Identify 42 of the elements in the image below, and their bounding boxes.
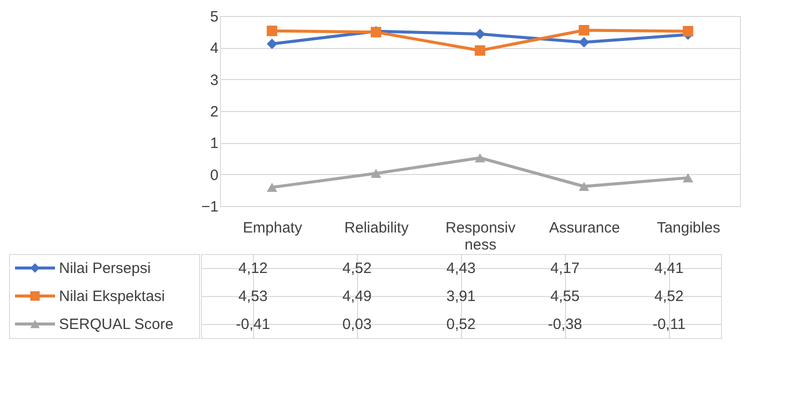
x-tick-label: Reliability bbox=[344, 220, 410, 236]
point bbox=[682, 26, 694, 36]
x-tick-label: Assurance bbox=[549, 220, 620, 236]
data-label: -0,11 bbox=[652, 316, 686, 333]
data-label: 4,12 bbox=[238, 260, 268, 277]
point bbox=[474, 45, 486, 56]
point bbox=[266, 182, 278, 192]
point bbox=[266, 38, 278, 50]
data-label: 4,49 bbox=[342, 288, 372, 305]
y-tick-label: 4 bbox=[210, 40, 218, 58]
data-label: 4,52 bbox=[654, 288, 684, 305]
x-tick-label: Emphaty bbox=[242, 220, 303, 236]
legend-label: SERQUAL Score bbox=[59, 316, 174, 333]
y-tick-label: 5 bbox=[210, 8, 218, 26]
legend-label: Nilai Ekspektasi bbox=[59, 288, 165, 305]
point bbox=[578, 182, 590, 191]
data-label: 4,55 bbox=[550, 288, 580, 305]
data-label: -0,41 bbox=[236, 316, 270, 333]
point bbox=[474, 28, 486, 40]
y-tick-label: 1 bbox=[210, 135, 218, 152]
point bbox=[266, 26, 278, 36]
data-label: 0,03 bbox=[342, 316, 372, 333]
data-label: 4,43 bbox=[446, 260, 476, 277]
x-tick-label: Tangibles bbox=[656, 220, 720, 236]
y-tick-label: 2 bbox=[210, 104, 218, 120]
y-tick-label: −1 bbox=[201, 198, 218, 216]
point bbox=[682, 173, 694, 182]
legend-label: Nilai Persepsi bbox=[59, 260, 151, 277]
data-label: 4,41 bbox=[654, 260, 684, 277]
data-label: 4,52 bbox=[342, 260, 372, 277]
data-label: 4,53 bbox=[238, 288, 268, 305]
data-label: 0,52 bbox=[446, 316, 476, 333]
y-tick-label: 0 bbox=[210, 166, 218, 184]
point bbox=[578, 25, 590, 36]
data-label: 4,17 bbox=[550, 260, 580, 277]
x-tick-label: Responsivness bbox=[445, 220, 516, 254]
data-label: -0,38 bbox=[548, 316, 582, 333]
point bbox=[578, 37, 590, 48]
data-label: 3,91 bbox=[446, 288, 476, 305]
y-tick-label: 3 bbox=[210, 72, 218, 89]
point bbox=[370, 168, 382, 178]
point bbox=[474, 153, 486, 162]
